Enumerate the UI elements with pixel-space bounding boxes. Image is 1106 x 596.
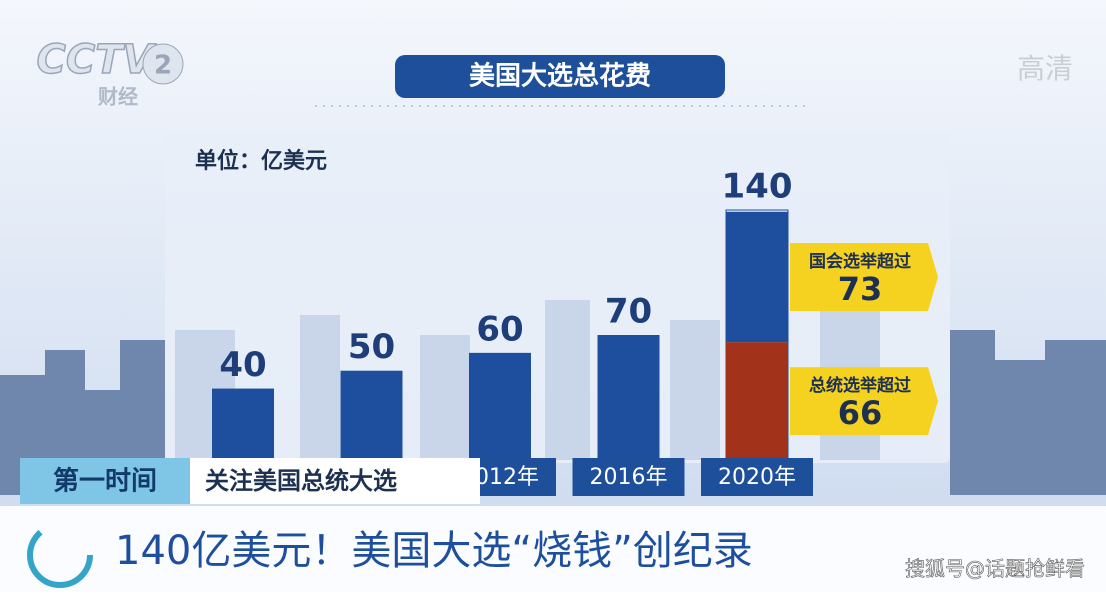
bar xyxy=(469,352,531,460)
x-tick-label: 2016年 xyxy=(590,465,668,490)
value-label: 50 xyxy=(348,327,395,367)
bar xyxy=(340,370,403,460)
x-tick-box xyxy=(572,458,685,496)
topic-box xyxy=(190,458,480,504)
logo-sub: 财经 xyxy=(98,85,138,109)
callout-value: 66 xyxy=(838,394,883,432)
program: 第一时间 xyxy=(53,466,157,497)
callout-value: 73 xyxy=(838,270,883,308)
logo: CCTV xyxy=(37,37,157,83)
headline-icon xyxy=(27,522,93,588)
bar-segment xyxy=(726,211,788,343)
x-tick-label: 2020年 xyxy=(718,465,796,490)
title-box xyxy=(395,55,725,98)
chart-title: 美国大选总花费 xyxy=(469,61,651,92)
logo-channel: 2 xyxy=(154,51,172,81)
topic: 关注美国总统大选 xyxy=(205,467,397,495)
callout-label: 国会选举超过 xyxy=(809,251,911,272)
value-label: 60 xyxy=(476,309,523,349)
value-label: 140 xyxy=(722,167,793,207)
plot: 40 50 602012年702016年总统选举超过66国会选举超过73140202… xyxy=(187,167,938,496)
bar xyxy=(597,335,660,460)
logo-circle xyxy=(142,43,184,85)
quality: 高清 xyxy=(1017,52,1073,85)
x-tick-box xyxy=(701,458,813,496)
unit-label: 单位：亿美元 xyxy=(195,148,327,174)
callout xyxy=(790,242,938,311)
bar xyxy=(212,388,274,460)
value-label: 70 xyxy=(605,292,652,332)
watermark: 搜狐号@话题抢鲜看 xyxy=(905,557,1085,581)
headline: 140亿美元！美国大选“烧钱”创纪录 xyxy=(115,528,753,574)
bar-segment xyxy=(726,342,788,460)
program-box xyxy=(20,458,190,504)
value-label: 40 xyxy=(219,345,266,385)
callout-label: 总统选举超过 xyxy=(809,375,911,396)
callout xyxy=(790,367,938,436)
headline-bar xyxy=(0,506,1106,592)
